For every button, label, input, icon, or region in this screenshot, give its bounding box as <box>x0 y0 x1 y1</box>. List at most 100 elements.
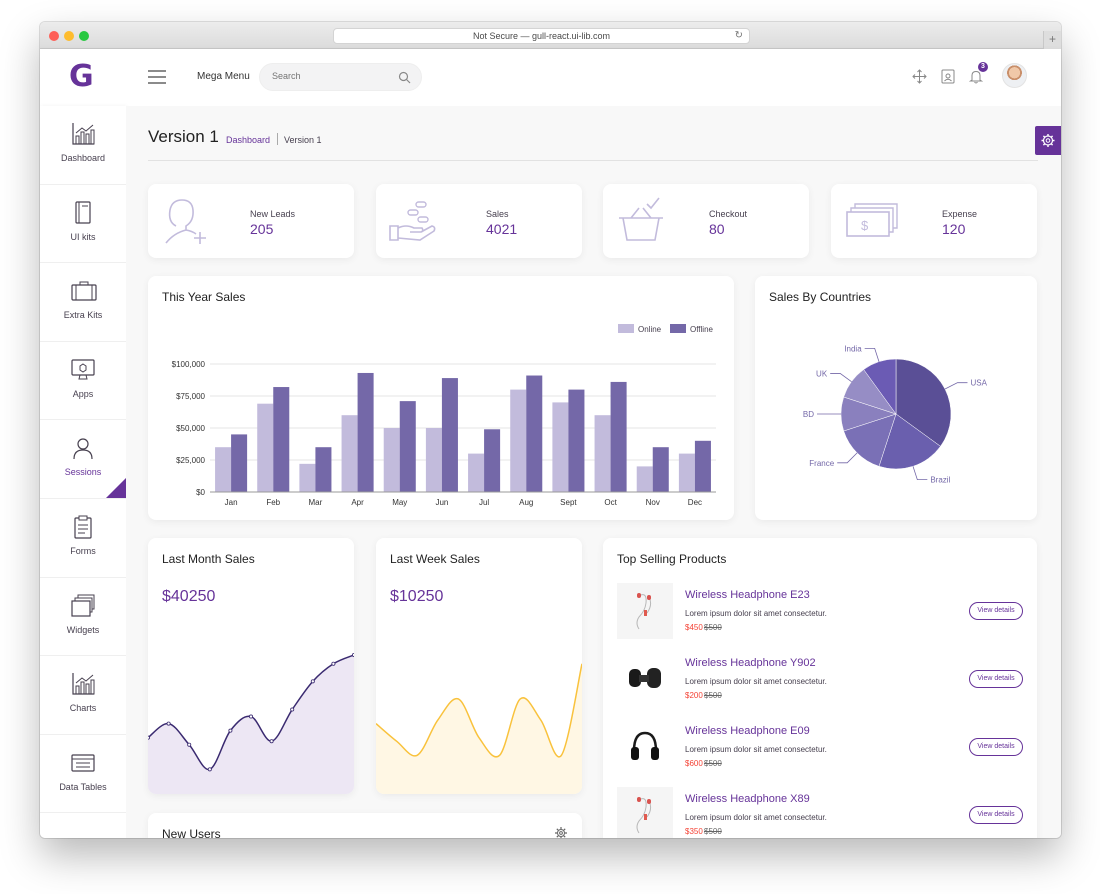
sales-amount: $40250 <box>162 588 216 605</box>
search-input[interactable] <box>272 71 392 81</box>
year-sales-bar-chart: $0 $25,000 $50,000 $75,000 $100,000 Jan Feb Mar… <box>172 360 716 507</box>
browser-toolbar: Not Secure — gull-react.ui-lib.com ↻ + <box>40 22 1061 49</box>
product-price: $600 <box>685 759 703 768</box>
product-name[interactable]: Wireless Headphone E09 <box>685 725 810 737</box>
product-description: Lorem ipsum dolor sit amet consectetur. <box>685 677 827 686</box>
pie-label: BD <box>803 410 814 419</box>
bell-icon[interactable] <box>969 69 983 84</box>
mega-menu-button[interactable]: Mega Menu <box>197 71 250 82</box>
gear-icon[interactable] <box>554 826 568 838</box>
countries-card: Sales By Countries USA Brazil France BD UK In… <box>755 276 1037 520</box>
y-tick-label: $75,000 <box>176 392 205 401</box>
sidebar-item-label: Forms <box>70 545 96 556</box>
product-name[interactable]: Wireless Headphone E23 <box>685 589 810 601</box>
stat-value: 205 <box>250 221 274 237</box>
sidebar-item-extra-kits[interactable]: Extra Kits <box>40 263 126 342</box>
suitcase-icon <box>71 281 97 301</box>
menu-toggle-icon[interactable] <box>148 70 166 84</box>
close-window-button[interactable] <box>49 31 59 41</box>
stat-card-checkout: Checkout 80 <box>603 184 809 258</box>
sidebar-item-data-tables[interactable]: Data Tables <box>40 735 126 814</box>
stat-card-new-leads: New Leads 205 <box>148 184 354 258</box>
earphones-icon <box>636 797 652 834</box>
legend-label: Offline <box>690 325 713 334</box>
bar <box>341 415 358 492</box>
maximize-window-button[interactable] <box>79 31 89 41</box>
x-tick-label: Jul <box>479 498 489 507</box>
data-point <box>249 714 254 719</box>
sidebar-item-label: Data Tables <box>59 781 107 792</box>
sidebar-item-sessions[interactable]: Sessions <box>40 420 126 499</box>
basket-icon <box>619 197 663 241</box>
legend-offline[interactable]: Offline <box>670 324 713 334</box>
product-price: $200 <box>685 691 703 700</box>
bar <box>231 434 248 492</box>
sidebar-item-apps[interactable]: Apps <box>40 342 126 421</box>
bar <box>315 447 332 492</box>
data-point <box>228 728 233 733</box>
breadcrumb-dashboard[interactable]: Dashboard <box>226 135 271 145</box>
page-title: Version 1 <box>148 127 219 146</box>
product-image <box>617 583 673 639</box>
bar <box>273 387 290 492</box>
sidebar-item-dashboard[interactable]: Dashboard <box>40 106 126 185</box>
customizer-toggle[interactable] <box>1035 126 1061 155</box>
minimize-window-button[interactable] <box>64 31 74 41</box>
apps-icon[interactable] <box>941 69 955 84</box>
sidebar-item-charts[interactable]: Charts <box>40 656 126 735</box>
clipboard-icon <box>74 515 92 539</box>
address-text: Not Secure — gull-react.ui-lib.com <box>472 31 611 41</box>
card-title: New Users <box>162 827 221 838</box>
pie-label: India <box>844 344 862 353</box>
table-icon <box>71 754 95 772</box>
windows-icon <box>71 594 95 617</box>
sidebar-item-widgets[interactable]: Widgets <box>40 578 126 657</box>
product-price: $450 <box>685 623 703 632</box>
product-name[interactable]: Wireless Headphone Y902 <box>685 657 816 669</box>
pie-leader-line <box>864 347 880 362</box>
sidebar-item-ui-kits[interactable]: UI kits <box>40 185 126 264</box>
bar <box>568 389 585 492</box>
stat-label: Expense <box>942 209 978 219</box>
sidebar-item-label: Sessions <box>64 467 102 478</box>
reload-icon[interactable]: ↻ <box>734 30 743 41</box>
x-tick-label: Feb <box>266 498 280 507</box>
top-products-card: Top Selling Products Wireless Headphone … <box>603 538 1037 838</box>
search-icon[interactable] <box>398 71 411 84</box>
view-details-button[interactable]: View details <box>969 738 1023 756</box>
product-name[interactable]: Wireless Headphone X89 <box>685 793 810 805</box>
sidebar-item-forms[interactable]: Forms <box>40 499 126 578</box>
x-tick-label: Oct <box>604 498 617 507</box>
last-month-area-chart <box>148 652 354 794</box>
view-details-button[interactable]: View details <box>969 670 1023 688</box>
bar <box>299 463 316 492</box>
add-user-icon <box>165 199 206 244</box>
data-point <box>352 652 354 657</box>
product-item: Wireless Headphone E09 Lorem ipsum dolor… <box>617 719 1023 781</box>
y-tick-label: $0 <box>196 488 205 497</box>
logo[interactable]: G <box>69 59 94 94</box>
sidebar: Dashboard UI kits Extra Kits Apps <box>40 106 126 838</box>
avatar[interactable] <box>1002 63 1027 88</box>
x-tick-label: Dec <box>688 498 702 507</box>
bar <box>383 428 400 492</box>
stat-label: Sales <box>486 209 509 219</box>
legend-online[interactable]: Online <box>618 324 661 334</box>
product-old-price: $500 <box>704 827 722 836</box>
new-tab-button[interactable]: + <box>1043 31 1061 49</box>
book-icon <box>75 200 91 224</box>
bar <box>357 372 374 492</box>
view-details-button[interactable]: View details <box>969 806 1023 824</box>
bar <box>610 381 627 492</box>
pie-label: France <box>809 459 834 468</box>
view-details-button[interactable]: View details <box>969 602 1023 620</box>
product-image <box>617 651 673 707</box>
bar <box>257 403 274 492</box>
y-tick-label: $100,000 <box>172 360 206 369</box>
address-bar[interactable]: Not Secure — gull-react.ui-lib.com ↻ <box>333 28 750 44</box>
fullscreen-icon[interactable] <box>912 69 927 84</box>
bar <box>594 415 611 492</box>
data-point <box>148 735 150 740</box>
bar <box>215 447 232 492</box>
title-divider <box>148 160 1038 161</box>
